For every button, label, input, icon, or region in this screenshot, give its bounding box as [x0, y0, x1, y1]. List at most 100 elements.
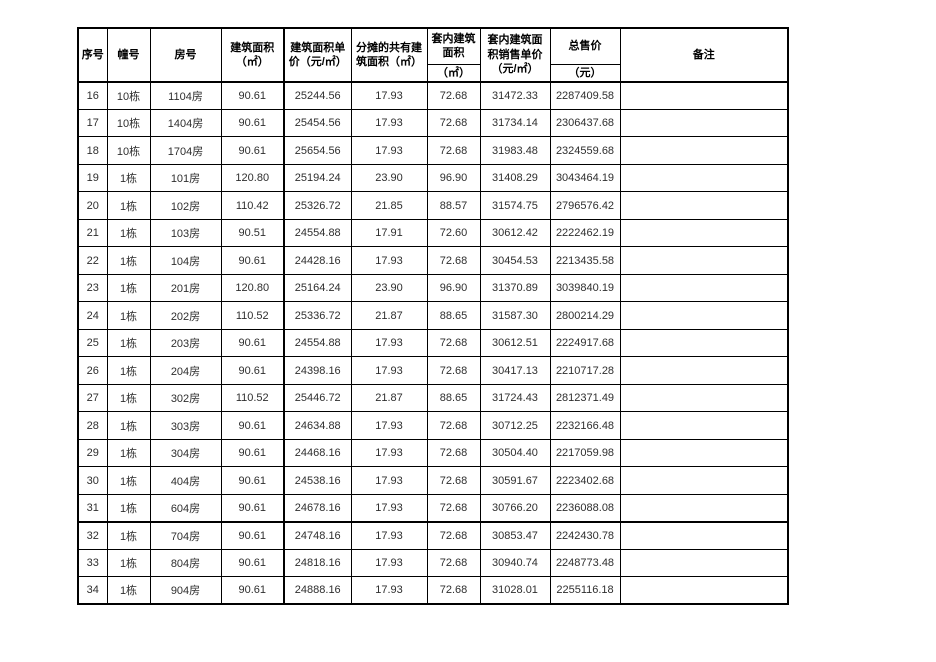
- cell-total: 2812371.49: [549, 383, 621, 413]
- table-row: 33 1栋 804房 90.61 24818.16 17.93 72.68 30940.74 2…: [77, 548, 789, 578]
- cell-area-unit-price: 25446.72: [283, 383, 352, 413]
- cell-area: 90.61: [220, 493, 285, 523]
- cell-seq: 18: [77, 136, 108, 165]
- table-header: 序号 幢号 房号 建筑面积（㎡） 建筑面积单价（元/㎡） 分摊的共有建筑面积（㎡…: [77, 27, 789, 83]
- cell-area: 120.80: [220, 273, 285, 303]
- cell-inner-area: 72.68: [426, 493, 481, 523]
- cell-building: 1栋: [106, 218, 151, 248]
- cell-total: 2224917.68: [549, 328, 621, 358]
- cell-remark: [619, 466, 789, 495]
- cell-inner-area: 72.68: [426, 521, 481, 550]
- cell-total: 2236088.08: [549, 493, 621, 523]
- cell-building: 1栋: [106, 383, 151, 413]
- cell-inner-unit-price: 30612.51: [479, 328, 551, 358]
- cell-room: 102房: [149, 191, 222, 220]
- cell-inner-unit-price: 30504.40: [479, 438, 551, 468]
- cell-inner-area: 72.68: [426, 136, 481, 165]
- table-row: 23 1栋 201房 120.80 25164.24 23.90 96.90 31370.89…: [77, 273, 789, 303]
- cell-building: 1栋: [106, 301, 151, 330]
- col-header-total: 总售价: [549, 27, 621, 65]
- table-row: 34 1栋 904房 90.61 24888.16 17.93 72.68 31028.01 2…: [77, 576, 789, 605]
- cell-area-unit-price: 25454.56: [283, 108, 352, 138]
- cell-seq: 26: [77, 356, 108, 385]
- cell-total: 2213435.58: [549, 246, 621, 275]
- cell-shared-area: 17.93: [350, 328, 428, 358]
- table-row: 21 1栋 103房 90.51 24554.88 17.91 72.60 30612.42 2…: [77, 218, 789, 248]
- col-header-inner-unit-price: 套内建筑面积销售单价（元/㎡）: [479, 27, 551, 83]
- cell-remark: [619, 301, 789, 330]
- cell-area: 90.61: [220, 108, 285, 138]
- cell-room: 304房: [149, 438, 222, 468]
- cell-remark: [619, 191, 789, 220]
- cell-seq: 32: [77, 521, 108, 550]
- cell-shared-area: 17.93: [350, 136, 428, 165]
- cell-seq: 17: [77, 108, 108, 138]
- cell-inner-area: 72.68: [426, 466, 481, 495]
- table-row: 19 1栋 101房 120.80 25194.24 23.90 96.90 31408.29…: [77, 163, 789, 193]
- cell-room: 302房: [149, 383, 222, 413]
- cell-shared-area: 17.93: [350, 246, 428, 275]
- cell-inner-unit-price: 31370.89: [479, 273, 551, 303]
- cell-building: 10栋: [106, 136, 151, 165]
- cell-building: 1栋: [106, 438, 151, 468]
- cell-total: 2324559.68: [549, 136, 621, 165]
- cell-area-unit-price: 24538.16: [283, 466, 352, 495]
- cell-area: 90.61: [220, 548, 285, 578]
- cell-inner-unit-price: 30940.74: [479, 548, 551, 578]
- cell-building: 10栋: [106, 80, 151, 110]
- cell-inner-unit-price: 30454.53: [479, 246, 551, 275]
- cell-room: 204房: [149, 356, 222, 385]
- cell-room: 1404房: [149, 108, 222, 138]
- cell-building: 1栋: [106, 466, 151, 495]
- cell-area: 120.80: [220, 163, 285, 193]
- cell-building: 1栋: [106, 328, 151, 358]
- cell-shared-area: 17.93: [350, 493, 428, 523]
- table-row: 25 1栋 203房 90.61 24554.88 17.93 72.68 30612.51 2…: [77, 328, 789, 358]
- cell-remark: [619, 136, 789, 165]
- cell-area: 90.61: [220, 411, 285, 440]
- cell-inner-unit-price: 31028.01: [479, 576, 551, 605]
- col-header-remark: 备注: [619, 27, 789, 83]
- cell-area-unit-price: 24554.88: [283, 218, 352, 248]
- col-header-area: 建筑面积（㎡）: [220, 27, 285, 83]
- cell-area-unit-price: 24888.16: [283, 576, 352, 605]
- cell-shared-area: 17.91: [350, 218, 428, 248]
- table-body: 16 10栋 1104房 90.61 25244.56 17.93 72.68 31472.3…: [77, 80, 789, 605]
- cell-remark: [619, 80, 789, 110]
- cell-shared-area: 17.93: [350, 521, 428, 550]
- cell-seq: 29: [77, 438, 108, 468]
- cell-seq: 20: [77, 191, 108, 220]
- cell-area: 90.61: [220, 521, 285, 550]
- cell-inner-area: 96.90: [426, 163, 481, 193]
- cell-inner-unit-price: 30591.67: [479, 466, 551, 495]
- cell-building: 1栋: [106, 548, 151, 578]
- cell-inner-area: 88.65: [426, 301, 481, 330]
- cell-building: 1栋: [106, 163, 151, 193]
- cell-area: 90.61: [220, 438, 285, 468]
- cell-room: 804房: [149, 548, 222, 578]
- cell-area-unit-price: 25326.72: [283, 191, 352, 220]
- table-row: 24 1栋 202房 110.52 25336.72 21.87 88.65 31587.30…: [77, 301, 789, 330]
- cell-total: 2217059.98: [549, 438, 621, 468]
- cell-inner-area: 72.68: [426, 328, 481, 358]
- document-sheet: 序号 幢号 房号 建筑面积（㎡） 建筑面积单价（元/㎡） 分摊的共有建筑面积（㎡…: [77, 27, 789, 606]
- cell-area-unit-price: 24554.88: [283, 328, 352, 358]
- cell-seq: 27: [77, 383, 108, 413]
- cell-shared-area: 23.90: [350, 163, 428, 193]
- cell-area: 90.51: [220, 218, 285, 248]
- cell-inner-area: 88.57: [426, 191, 481, 220]
- cell-remark: [619, 438, 789, 468]
- cell-total: 2242430.78: [549, 521, 621, 550]
- col-header-seq: 序号: [77, 27, 108, 83]
- cell-total: 2796576.42: [549, 191, 621, 220]
- cell-area-unit-price: 24678.16: [283, 493, 352, 523]
- cell-inner-unit-price: 31587.30: [479, 301, 551, 330]
- cell-shared-area: 17.93: [350, 576, 428, 605]
- cell-remark: [619, 521, 789, 550]
- cell-inner-area: 72.60: [426, 218, 481, 248]
- cell-remark: [619, 273, 789, 303]
- cell-area-unit-price: 24818.16: [283, 548, 352, 578]
- cell-area-unit-price: 24634.88: [283, 411, 352, 440]
- cell-room: 704房: [149, 521, 222, 550]
- col-header-inner-area-unit: （㎡）: [426, 63, 481, 83]
